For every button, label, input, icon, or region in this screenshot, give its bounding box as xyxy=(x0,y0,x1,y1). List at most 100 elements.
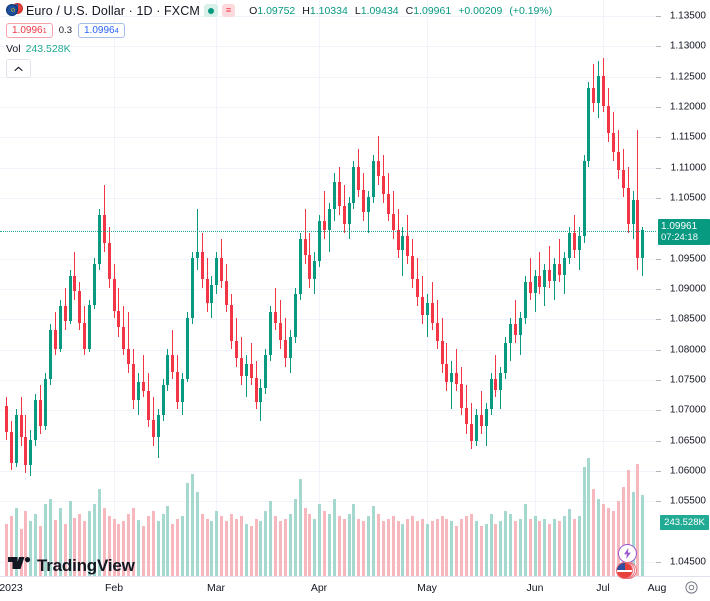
price-gridline xyxy=(0,197,656,199)
volume-bar xyxy=(606,508,610,576)
volume-bar xyxy=(273,516,277,576)
volume-legend[interactable]: Vol 243.528K xyxy=(6,42,559,56)
candle-body xyxy=(591,87,595,104)
candle-body xyxy=(440,341,444,364)
volume-bar xyxy=(298,479,302,576)
volume-bar xyxy=(596,499,600,576)
volume-bar xyxy=(180,516,184,576)
candle-body xyxy=(53,330,57,349)
lightning-bolt-icon[interactable] xyxy=(618,544,637,563)
volume-bar xyxy=(508,514,512,576)
candle-wick xyxy=(549,245,550,288)
volume-bar xyxy=(547,524,551,576)
clock-settings-icon[interactable] xyxy=(685,581,698,599)
candle-body xyxy=(170,354,174,372)
volume-bar xyxy=(371,506,375,576)
candle-body xyxy=(351,166,355,204)
volume-bar xyxy=(268,501,272,576)
time-axis[interactable]: 2023 Feb Mar Apr May Jun Jul Aug xyxy=(0,576,710,601)
volume-bar xyxy=(263,511,267,576)
volume-bar xyxy=(112,519,116,576)
candle-body xyxy=(611,133,615,152)
price-gridline xyxy=(0,258,656,260)
volume-label: Vol xyxy=(6,43,21,55)
bid-price-badge[interactable]: 1.0996 1 xyxy=(6,22,53,38)
candle-body xyxy=(601,75,605,107)
candle-body xyxy=(552,263,556,281)
volume-bar xyxy=(258,521,262,576)
volume-bar xyxy=(498,521,502,576)
volume-bar xyxy=(537,521,541,576)
price-axis-label: 1.12000 xyxy=(669,101,706,112)
volume-bar xyxy=(116,524,120,576)
volume-value: 243.528K xyxy=(25,43,71,55)
price-axis-label: 1.06500 xyxy=(669,435,706,446)
volume-bar xyxy=(484,524,488,576)
volume-bar xyxy=(469,514,473,576)
candle-body xyxy=(435,323,439,342)
price-axis-label: 1.08000 xyxy=(669,344,706,355)
candle-body xyxy=(68,275,72,322)
volume-bar xyxy=(366,516,370,576)
candle-body xyxy=(63,306,67,322)
candle-body xyxy=(640,229,644,258)
series-settings-icon[interactable]: ≡ xyxy=(221,4,236,17)
volume-bar xyxy=(170,524,174,576)
candle-body xyxy=(107,242,111,279)
volume-bar xyxy=(14,508,18,576)
time-axis-label: Mar xyxy=(206,582,226,594)
price-tick xyxy=(656,500,661,502)
candle-body xyxy=(82,323,86,349)
candle-body xyxy=(386,194,390,215)
volume-bar xyxy=(493,524,497,576)
price-tick xyxy=(656,409,661,411)
price-gridline xyxy=(0,167,656,169)
candle-body xyxy=(224,280,228,305)
price-axis-label: 1.13500 xyxy=(669,10,706,21)
volume-bar xyxy=(97,489,101,576)
volume-bar xyxy=(611,511,615,576)
symbol-title[interactable]: Euro / U.S. Dollar · 1D · FXCM xyxy=(26,3,200,18)
candle-body xyxy=(562,257,566,275)
chart-pane[interactable] xyxy=(0,0,656,576)
watermark-text: TradingView xyxy=(37,555,135,575)
candle-body xyxy=(312,260,316,279)
candle-body xyxy=(582,160,586,237)
candle-body xyxy=(342,206,346,225)
volume-bar xyxy=(214,511,218,576)
volume-bar xyxy=(410,516,414,576)
candle-body xyxy=(533,275,537,293)
price-gridline xyxy=(0,440,656,442)
volume-bar xyxy=(396,521,400,576)
collapse-pane-button[interactable] xyxy=(6,59,31,78)
legend-main-row[interactable]: Euro / U.S. Dollar · 1D · FXCM ≡ O 1.0975… xyxy=(6,2,559,19)
candle-wick xyxy=(515,300,516,343)
candle-wick xyxy=(128,312,129,373)
volume-bar xyxy=(82,521,86,576)
volume-bar xyxy=(342,519,346,576)
volume-bar xyxy=(518,519,522,576)
candle-body xyxy=(229,304,233,342)
series-visible-dot-icon[interactable] xyxy=(203,4,218,17)
price-gridline xyxy=(0,470,656,472)
price-axis-label: 1.11000 xyxy=(670,162,706,173)
bar-countdown: 07:24:18 xyxy=(661,231,698,243)
price-gridline xyxy=(0,76,656,78)
candle-body xyxy=(322,221,326,231)
candle-body xyxy=(161,385,165,416)
current-price-badge[interactable]: 1.09961 07:24:18 xyxy=(658,218,710,245)
price-axis-label: 1.09000 xyxy=(669,283,706,294)
candle-body xyxy=(116,311,120,328)
price-axis[interactable]: 1.13500 1.13000 1.12500 1.12000 1.11500 1.110… xyxy=(656,0,710,576)
volume-bar xyxy=(92,504,96,576)
price-gridline xyxy=(0,500,656,502)
us-flag-stack-icon[interactable] xyxy=(616,562,637,581)
volume-axis-badge[interactable]: 243.528K xyxy=(660,515,709,530)
volume-bar xyxy=(165,506,169,576)
price-tick xyxy=(656,561,661,563)
volume-bar xyxy=(205,519,209,576)
volume-bar xyxy=(454,526,458,576)
price-tick xyxy=(656,318,661,320)
price-axis-label: 1.11500 xyxy=(670,131,706,142)
ask-price-badge[interactable]: 1.0996 4 xyxy=(77,22,125,38)
